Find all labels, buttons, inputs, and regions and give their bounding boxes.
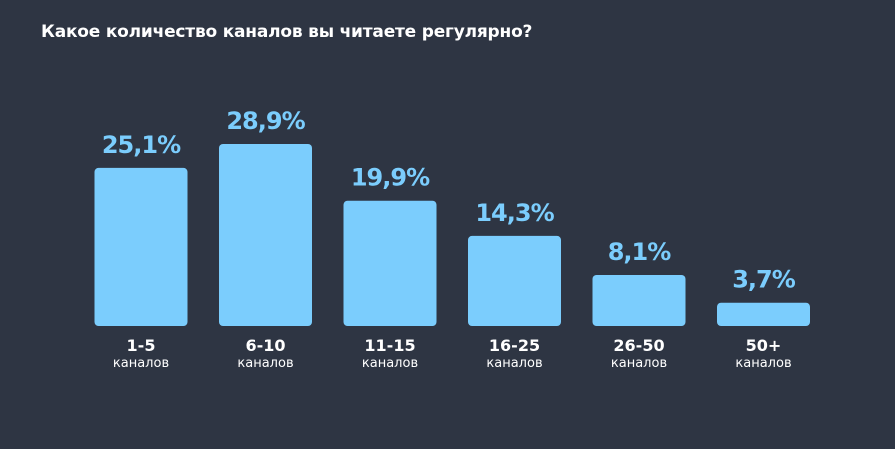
category-unit-label-4: каналов xyxy=(486,356,542,371)
category-unit-label-2: каналов xyxy=(237,356,293,371)
category-unit-label-5: каналов xyxy=(611,356,667,371)
category-label-1: 1-5 xyxy=(127,336,156,355)
category-labels-group: 1-5каналов6-10каналов11-15каналов16-25ка… xyxy=(113,336,792,371)
value-label-1: 25,1% xyxy=(102,131,181,159)
category-unit-label-1: каналов xyxy=(113,356,169,371)
bars-group xyxy=(94,144,810,326)
category-label-5: 26-50 xyxy=(613,336,664,355)
category-unit-label-3: каналов xyxy=(362,356,418,371)
value-label-3: 19,9% xyxy=(351,164,430,192)
category-unit-label-6: каналов xyxy=(735,356,791,371)
bar-4 xyxy=(468,235,561,326)
category-label-6: 50+ xyxy=(746,336,782,355)
value-label-5: 8,1% xyxy=(608,238,672,266)
chart-title: Какое количество каналов вы читаете регу… xyxy=(41,22,533,42)
category-label-2: 6-10 xyxy=(245,336,285,355)
category-label-4: 16-25 xyxy=(489,336,540,355)
category-label-3: 11-15 xyxy=(364,336,415,355)
value-label-6: 3,7% xyxy=(732,266,796,294)
value-label-2: 28,9% xyxy=(226,107,305,135)
value-label-4: 14,3% xyxy=(475,199,554,227)
bar-5 xyxy=(592,275,686,326)
bar-2 xyxy=(219,144,312,326)
bar-1 xyxy=(94,167,188,326)
bar-3 xyxy=(343,200,437,326)
value-labels-group: 25,1% 28,9% 19,9% 14,3% 8,1% 3,7% xyxy=(102,107,797,294)
bar-6 xyxy=(717,302,810,326)
